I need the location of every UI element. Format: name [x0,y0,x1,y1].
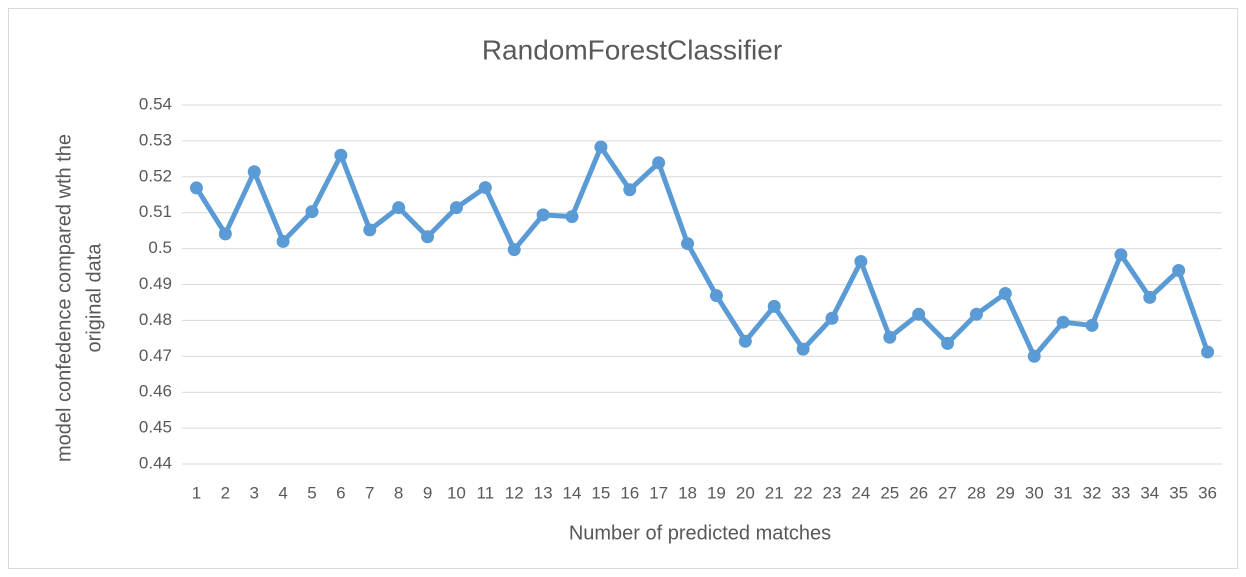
x-tick-label: 34 [1140,483,1159,502]
marker [1201,345,1215,359]
marker [652,156,666,170]
marker [941,336,955,350]
marker [1027,349,1041,363]
y-tick-label: 0.44 [139,453,172,472]
marker [767,299,781,313]
marker [912,307,926,321]
marker [594,140,608,154]
marker [363,223,377,237]
x-tick-label: 7 [365,483,374,502]
marker [334,148,348,162]
y-tick-label: 0.49 [139,274,172,293]
x-tick-label: 22 [794,483,813,502]
y-tick-label: 0.46 [139,382,172,401]
y-tick-label: 0.53 [139,130,172,149]
marker [421,230,435,244]
x-tick-label: 19 [707,483,726,502]
x-tick-label: 9 [423,483,432,502]
marker [392,201,406,215]
x-tick-label: 11 [477,483,495,502]
marker [1085,318,1099,332]
x-tick-label: 6 [336,483,345,502]
marker [565,210,579,224]
marker [825,311,839,325]
x-tick-label: 27 [938,483,957,502]
chart-frame [8,8,1238,569]
marker [536,208,550,222]
marker [449,201,463,215]
y-tick-label: 0.52 [139,166,172,185]
x-tick-label: 12 [505,483,524,502]
x-tick-label: 36 [1198,483,1217,502]
x-tick-label: 33 [1111,483,1130,502]
x-tick-label: 2 [221,483,230,502]
marker [998,286,1012,300]
marker [478,181,492,195]
y-tick-label: 0.47 [139,346,172,365]
x-tick-label: 30 [1025,483,1044,502]
x-tick-label: 24 [851,483,870,502]
marker [1114,248,1128,262]
x-tick-label: 25 [880,483,899,502]
marker [709,289,723,303]
y-tick-label: 0.54 [139,94,172,113]
marker [218,227,232,241]
line [194,144,1210,359]
marker [883,330,897,344]
y-tick-label: 0.51 [139,202,172,221]
x-tick-label: 26 [909,483,928,502]
y-axis-label: model confedence compared wth the [53,134,75,462]
x-tick-label: 13 [534,483,553,502]
x-tick-label: 16 [620,483,639,502]
x-axis-label: Number of predicted matches [569,522,831,544]
marker [276,234,290,248]
x-tick-label: 18 [678,483,697,502]
x-tick-label: 23 [823,483,842,502]
marker [681,237,695,251]
x-tick-label: 29 [996,483,1015,502]
x-tick-label: 17 [649,483,668,502]
x-tick-label: 8 [394,483,403,502]
marker [1056,315,1070,329]
chart-title: RandomForestClassifier [482,34,782,65]
x-tick-label: 4 [278,483,287,502]
y-axis-label: original data [83,243,105,353]
x-tick-label: 3 [249,483,258,502]
marker [738,334,752,348]
x-tick-label: 10 [447,483,466,502]
marker [1143,290,1157,304]
marker [854,255,868,269]
marker [796,342,810,356]
y-tick-label: 0.45 [139,418,172,437]
x-tick-label: 35 [1169,483,1188,502]
marker [305,205,319,219]
marker [247,165,261,179]
x-tick-label: 31 [1054,483,1073,502]
x-tick-label: 28 [967,483,986,502]
y-tick-label: 0.5 [148,238,172,257]
x-tick-label: 14 [563,483,582,502]
marker [1172,263,1186,277]
marker [507,243,521,257]
x-tick-label: 15 [591,483,610,502]
marker [189,181,203,195]
x-tick-label: 20 [736,483,755,502]
x-tick-label: 5 [307,483,316,502]
marker [969,307,983,321]
x-tick-label: 1 [192,483,201,502]
marker [623,183,637,197]
x-tick-label: 32 [1083,483,1102,502]
x-tick-label: 21 [765,483,784,502]
y-tick-label: 0.48 [139,310,172,329]
